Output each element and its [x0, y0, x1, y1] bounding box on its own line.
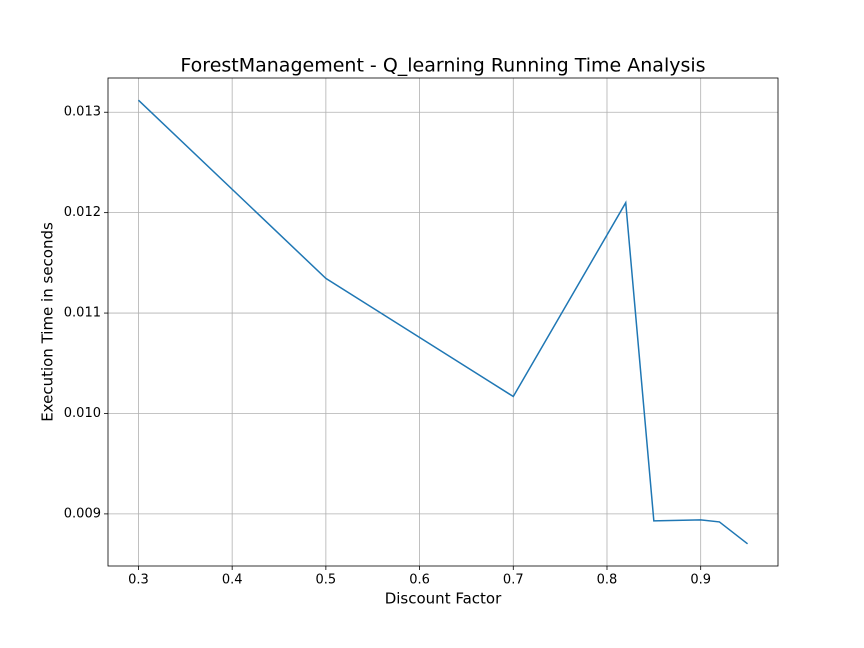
y-tick-label: 0.011	[64, 306, 101, 321]
y-tick-label: 0.010	[64, 406, 101, 421]
x-tick-label: 0.7	[503, 573, 524, 588]
y-tick-label: 0.009	[64, 506, 101, 521]
plot-frame	[107, 77, 779, 567]
x-tick-label: 0.3	[128, 573, 149, 588]
x-tick-label: 0.8	[597, 573, 618, 588]
y-tick-label: 0.012	[64, 205, 101, 220]
chart-title: ForestManagement - Q_learning Running Ti…	[180, 55, 705, 77]
data-line	[137, 99, 749, 545]
y-tick-label: 0.013	[64, 105, 101, 120]
x-tick-label: 0.5	[316, 573, 337, 588]
x-tick-label: 0.9	[690, 573, 711, 588]
x-tick-label: 0.6	[409, 573, 430, 588]
y-axis-label: Execution Time in seconds	[39, 222, 57, 422]
x-tick-label: 0.4	[222, 573, 243, 588]
x-axis-label: Discount Factor	[385, 590, 502, 608]
